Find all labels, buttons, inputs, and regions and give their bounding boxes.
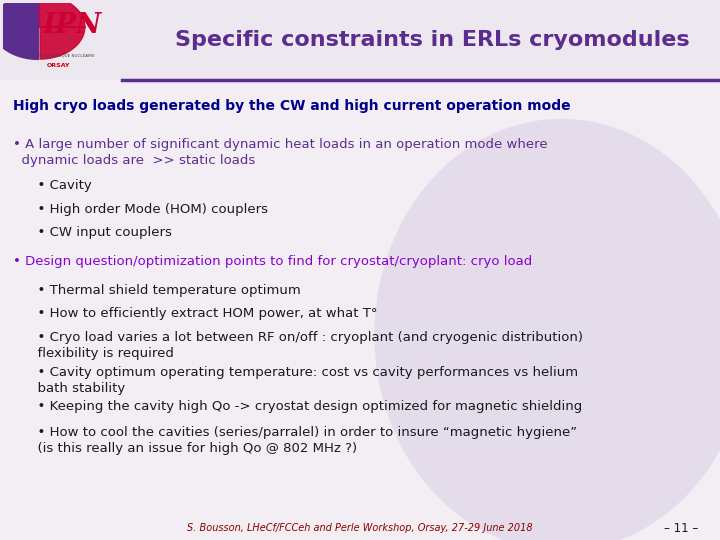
Polygon shape xyxy=(0,0,39,59)
Text: • Keeping the cavity high Qo -> cryostat design optimized for magnetic shielding: • Keeping the cavity high Qo -> cryostat… xyxy=(29,400,582,413)
Text: • Design question/optimization points to find for cryostat/cryoplant: cryo load: • Design question/optimization points to… xyxy=(13,255,532,268)
Ellipse shape xyxy=(374,119,720,540)
Text: INSTITUT DE PHYSIQUE NUCLÉAIRE: INSTITUT DE PHYSIQUE NUCLÉAIRE xyxy=(23,54,94,58)
FancyBboxPatch shape xyxy=(0,0,720,80)
Text: • High order Mode (HOM) couplers: • High order Mode (HOM) couplers xyxy=(29,202,268,215)
Text: • A large number of significant dynamic heat loads in an operation mode where
  : • A large number of significant dynamic … xyxy=(13,138,548,167)
Text: ORSAY: ORSAY xyxy=(47,63,71,68)
Text: • Cavity optimum operating temperature: cost vs cavity performances vs helium
  : • Cavity optimum operating temperature: … xyxy=(29,366,578,395)
Text: • Cavity: • Cavity xyxy=(29,179,91,192)
Text: IPN: IPN xyxy=(42,11,102,38)
Text: • How to cool the cavities (series/parralel) in order to insure “magnetic hygien: • How to cool the cavities (series/parra… xyxy=(29,426,577,455)
Text: • Cryo load varies a lot between RF on/off : cryoplant (and cryogenic distributi: • Cryo load varies a lot between RF on/o… xyxy=(29,331,582,360)
Text: • How to efficiently extract HOM power, at what T°: • How to efficiently extract HOM power, … xyxy=(29,307,377,320)
Text: • CW input couplers: • CW input couplers xyxy=(29,226,171,239)
Text: • Thermal shield temperature optimum: • Thermal shield temperature optimum xyxy=(29,284,300,296)
Text: Specific constraints in ERLs cryomodules: Specific constraints in ERLs cryomodules xyxy=(175,30,689,50)
Text: High cryo loads generated by the CW and high current operation mode: High cryo loads generated by the CW and … xyxy=(13,99,570,113)
Text: – 11 –: – 11 – xyxy=(664,522,698,535)
Text: S. Bousson, LHeCf/FCCeh and Perle Workshop, Orsay, 27-29 June 2018: S. Bousson, LHeCf/FCCeh and Perle Worksh… xyxy=(187,523,533,533)
